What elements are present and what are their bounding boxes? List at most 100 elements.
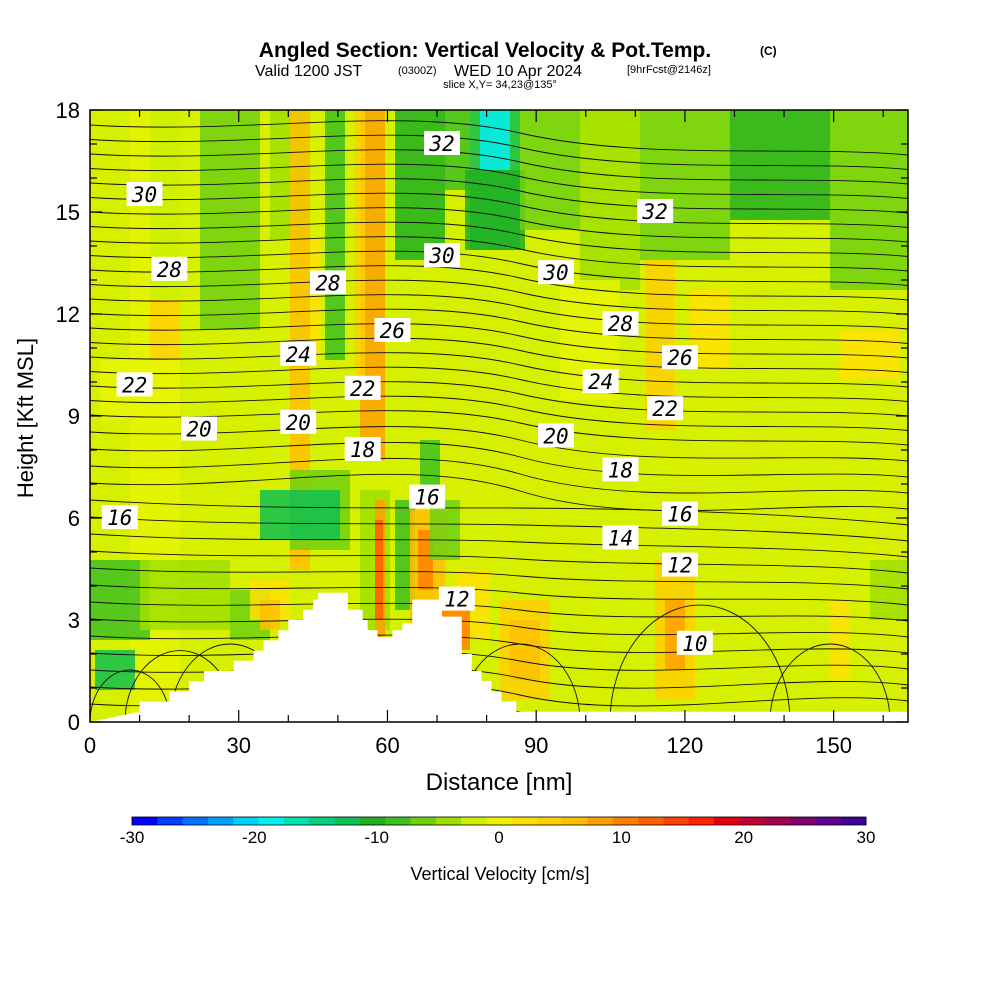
contour-label: 16: [667, 503, 692, 527]
velocity-patch: [830, 600, 850, 680]
contour-label-box: [661, 501, 698, 526]
x-tick-label: 30: [226, 733, 250, 758]
contour-label: 30: [428, 244, 454, 268]
isentrope-line: [90, 221, 908, 257]
isentrope-line: [90, 236, 908, 272]
colorbar-swatch: [536, 817, 563, 825]
isentrope-line: [90, 366, 908, 402]
y-tick-label: 3: [68, 608, 80, 633]
velocity-patch: [465, 170, 525, 250]
colorbar-tick-label: 30: [857, 828, 876, 847]
colorbar-swatch: [334, 817, 361, 825]
contour-label-box: [181, 416, 218, 441]
forecast-info: [9hrFcst@2146z]: [627, 64, 711, 76]
velocity-patch: [520, 110, 580, 230]
isentrope-line: [90, 533, 908, 558]
colorbar-swatch: [638, 817, 665, 825]
contour-label-box: [602, 311, 639, 336]
contour-label: 28: [608, 312, 633, 336]
isentrope-line: [90, 567, 908, 590]
y-axis-label: Height [Kft MSL]: [13, 338, 38, 498]
terrain: [90, 592, 908, 722]
isentrope-line: [90, 279, 908, 315]
contour-label-box: [280, 341, 317, 366]
contour-label: 20: [186, 418, 211, 442]
y-tick-label: 9: [68, 404, 80, 429]
contour-label-box: [661, 345, 698, 370]
velocity-patch: [510, 620, 540, 680]
contour-labels: 30 32 32 28 28 30 30 26 28 24 26 22 22 24 22 20 20 20 18 18…: [101, 131, 713, 656]
isentrope-line: [90, 265, 908, 301]
isentrope-line: [90, 192, 908, 228]
velocity-patch: [830, 110, 908, 290]
colorbar-tick-label: -30: [120, 828, 145, 847]
colorbar-swatch: [435, 817, 462, 825]
isentrope-line: [90, 601, 908, 622]
colorbar-swatch: [132, 817, 158, 825]
colorbar-swatch: [663, 817, 690, 825]
y-tick-label: 0: [68, 710, 80, 735]
contour-label: 32: [428, 132, 454, 156]
colorbar-swatch: [359, 817, 386, 825]
contour-label: 20: [286, 411, 311, 435]
isentrope-line: [90, 149, 908, 185]
colorbar-tick-label: 10: [612, 828, 631, 847]
isentrope-line: [90, 178, 908, 214]
isentrope-line: [90, 650, 908, 671]
contour-label-box: [126, 182, 163, 206]
isentrope-arc: [609, 604, 791, 722]
colorbar-swatch: [182, 817, 209, 825]
axes: 0 30 60 90 120 150 0 3 6 9 12 15 18: [56, 98, 908, 758]
contour-label-box: [280, 409, 317, 434]
velocity-patch: [420, 440, 440, 490]
colorbar-tick-label: -10: [364, 828, 389, 847]
contour-label-box: [116, 372, 153, 397]
contour-label: 20: [543, 424, 568, 448]
contour-label: 14: [608, 526, 633, 550]
isentrope-line: [90, 352, 908, 388]
colorbar-swatch: [309, 817, 335, 825]
isentrope-line: [90, 134, 908, 170]
contour-label: 16: [107, 506, 132, 530]
isentrope-line: [90, 294, 908, 330]
colorbar: -30 -20 -10 0 10 20 30: [120, 816, 876, 847]
velocity-patch: [480, 110, 510, 170]
contour-label-box: [344, 437, 381, 461]
colorbar-swatch: [739, 817, 766, 825]
isentropes: [90, 120, 908, 722]
velocity-patch: [870, 560, 908, 620]
contour-label: 28: [157, 258, 182, 282]
isentrope-arc: [90, 669, 171, 722]
isentrope-line: [90, 395, 908, 431]
isentrope-line: [90, 499, 908, 526]
colorbar-swatch: [714, 817, 740, 825]
contour-label: 22: [652, 397, 677, 421]
x-tick-label: 120: [667, 733, 704, 758]
contour-label: 26: [380, 319, 405, 343]
velocity-patch: [430, 500, 460, 560]
contour-label-box: [582, 369, 619, 393]
colorbar-tick-label: 0: [494, 828, 503, 847]
chart-title: Angled Section: Vertical Velocity & Pot.…: [259, 39, 711, 62]
contour-label: 24: [588, 370, 613, 394]
velocity-patch: [200, 110, 260, 330]
contour-label: 26: [667, 346, 692, 370]
contour-label-box: [423, 243, 460, 268]
colorbar-swatch: [385, 817, 411, 825]
contour-label: 30: [542, 261, 568, 285]
x-axis-label: Distance [nm]: [426, 769, 573, 796]
contour-label-box: [637, 199, 674, 223]
colorbar-swatch: [562, 817, 589, 825]
isentrope-line: [90, 550, 908, 574]
isentrope-line: [90, 618, 908, 638]
velocity-patch: [325, 110, 345, 360]
velocity-patch: [310, 240, 320, 360]
valid-prefix: Valid 1200 JST: [255, 63, 363, 80]
contour-label: 10: [682, 632, 707, 656]
colorbar-swatch: [461, 817, 487, 825]
isentrope-line: [90, 120, 908, 156]
velocity-patch: [375, 520, 383, 620]
isentrope-line: [90, 473, 908, 512]
y-tick-label: 6: [68, 506, 80, 531]
